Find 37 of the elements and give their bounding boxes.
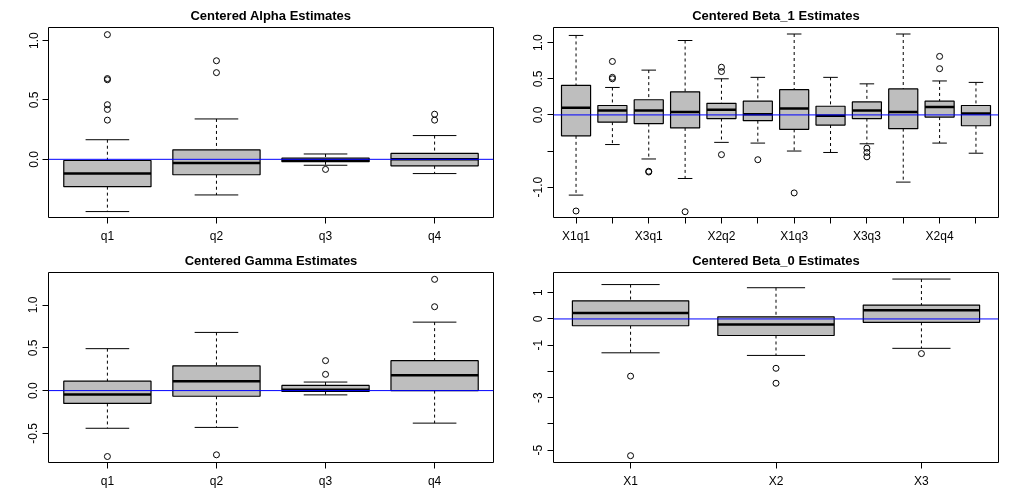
x-tick-label: q3 <box>318 473 333 488</box>
x-tick-label: q2 <box>209 473 224 488</box>
y-tick-label: 1.0 <box>26 296 41 314</box>
chart-title: Centered Beta_1 Estimates <box>692 7 860 23</box>
x-tick-label: X3q3 <box>852 228 882 243</box>
x-tick-label: X1q1 <box>562 228 591 243</box>
x-tick-label: X1q3 <box>780 228 809 243</box>
y-tick-label: 1.0 <box>26 31 41 49</box>
x-tick-label: q3 <box>318 228 333 243</box>
y-tick-label: -5 <box>531 444 546 456</box>
y-tick-label: -1.0 <box>531 176 546 198</box>
y-tick-label: 0.5 <box>26 91 41 109</box>
y-tick-label: -3 <box>531 392 546 404</box>
x-tick-label: q2 <box>209 228 224 243</box>
y-tick-label: 0.0 <box>531 106 546 124</box>
chart-title: Centered Beta_0 Estimates <box>692 252 860 268</box>
x-tick-label: q4 <box>427 228 442 243</box>
y-tick-label: -1 <box>531 339 546 351</box>
y-tick-label: 1.0 <box>531 34 546 52</box>
y-tick-label: 0.5 <box>26 339 41 357</box>
x-tick-label: X3q1 <box>634 228 664 243</box>
x-tick-label: X2 <box>768 473 784 488</box>
y-tick-label: 0.5 <box>531 70 546 88</box>
x-tick-label: X3 <box>914 473 930 488</box>
chart-title: Centered Alpha Estimates <box>190 7 352 23</box>
x-tick-label: q4 <box>427 473 442 488</box>
x-tick-label: q1 <box>100 228 115 243</box>
y-tick-label: 1 <box>531 289 546 297</box>
x-tick-label: X2q4 <box>925 228 954 243</box>
y-tick-label: -0.5 <box>26 422 41 444</box>
y-tick-label: 0 <box>531 315 546 323</box>
x-tick-label: X1 <box>623 473 639 488</box>
y-tick-label: 0.0 <box>26 381 41 399</box>
y-tick-label: 0.0 <box>26 150 41 168</box>
x-tick-label: X2q2 <box>707 228 736 243</box>
x-tick-label: q1 <box>100 473 115 488</box>
chart-title: Centered Gamma Estimates <box>184 252 358 268</box>
